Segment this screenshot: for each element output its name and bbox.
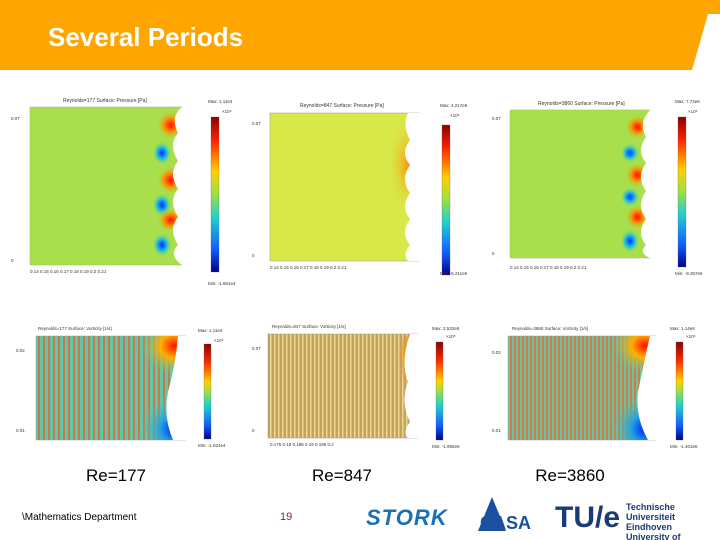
svg-text:0: 0: [252, 428, 255, 433]
colorbar-exp: ×10⁶: [686, 334, 696, 339]
tue-logo: TU/e: [555, 497, 625, 538]
svg-text:0: 0: [11, 258, 14, 263]
colorbar-max: Max: 1.11e4: [208, 99, 233, 104]
colorbar-exp: ×10⁴: [214, 338, 224, 343]
svg-text:0.14 0.15 0.16 0.17 0.18: 0.14 0.15 0.16 0.17 0.18 0.19 0.2 0.21: [270, 265, 347, 270]
colorbar-exp: ×10⁴: [222, 109, 232, 114]
svg-text:0: 0: [492, 251, 495, 256]
svg-text:0.07: 0.07: [252, 121, 261, 126]
plot-title: Reynolds=3860 Surface: Pressure [Pa]: [538, 101, 625, 107]
colorbar-max: Max: 7.74e6: [675, 99, 700, 104]
department-label: \Mathematics Department: [22, 512, 137, 523]
slide-title: Several Periods: [48, 22, 244, 52]
plot-title: Reynolds=177 Surface: Pressure [Pa]: [63, 98, 147, 104]
vorticity-plot-re847: Reynolds=847 Surface: Vorticity [1/s] 0.…: [250, 322, 480, 452]
tue-mark: TU/e: [555, 501, 620, 533]
tue-name: Technische Universiteit Eindhoven Univer…: [626, 502, 720, 540]
plot-title: Reynolds=177 Surface: Vorticity [1/s]: [38, 326, 112, 331]
svg-text:0.01: 0.01: [492, 428, 501, 433]
plot-title: Reynolds=847 Surface: Pressure [Pa]: [300, 103, 384, 109]
svg-text:0: 0: [252, 253, 255, 258]
pressure-plot-re177: Reynolds=177 Surface: Pressure [Pa] 0.07…: [8, 95, 248, 290]
colorbar-min: Min: -1.824e4: [198, 443, 226, 448]
svg-text:0.01: 0.01: [16, 428, 25, 433]
colorbar-min: Min: -9.357e6: [675, 271, 703, 276]
title-banner: Several Periods: [0, 0, 720, 72]
pressure-plot-re847: Reynolds=847 Surface: Pressure [Pa] 0.07…: [250, 95, 480, 290]
caption-re3860: Re=3860: [535, 466, 605, 485]
tue-name-line: Technische Universiteit: [626, 502, 676, 522]
colorbar-max: Max: 1.11e4: [198, 328, 223, 333]
svg-text:0.07: 0.07: [492, 116, 501, 121]
caption-re177: Re=177: [85, 466, 147, 485]
page-number: 19: [280, 511, 293, 523]
pressure-plot-re3860: Reynolds=3860 Surface: Pressure [Pa] 0.0…: [490, 95, 715, 290]
caption-re847: Re=847: [311, 466, 373, 485]
colorbar-exp: ×10⁵: [446, 334, 456, 339]
svg-text:0.07: 0.07: [11, 116, 20, 121]
colorbar-min: Min: -5.211e5: [440, 271, 468, 276]
colorbar-max: Max: 4.217e5: [440, 103, 468, 108]
colorbar-min: Min: -1.401e6: [670, 444, 698, 449]
colorbar-min: Min: -1.861e4: [208, 281, 236, 286]
colorbar-min: Min: -1.956e5: [432, 444, 460, 449]
vorticity-plot-re3860: Reynolds=3860 Surface: Vorticity [1/s] 0…: [490, 322, 715, 452]
plot-title: Reynolds=847 Surface: Vorticity [1/s]: [272, 324, 346, 329]
svg-text:0.14 0.15 0.16 0.17 0.18: 0.14 0.15 0.16 0.17 0.18 0.19 0.2 0.21: [30, 269, 107, 274]
colorbar-max: Max: 2.532e5: [432, 326, 460, 331]
vorticity-plot-re177: Reynolds=177 Surface: Vorticity [1/s] 0.…: [8, 322, 248, 452]
svg-text:0.07: 0.07: [252, 346, 261, 351]
svg-text:0.14 0.15 0.16 0.17 0.18: 0.14 0.15 0.16 0.17 0.18 0.19 0.2 0.21: [510, 265, 587, 270]
svg-text:0.02: 0.02: [492, 350, 501, 355]
tue-name-line: University of Technology: [626, 532, 681, 540]
title-banner-shape: [0, 0, 720, 70]
svg-text:0.175 0.18 0.185 0.19 0.19: 0.175 0.18 0.185 0.19 0.195 0.2: [270, 442, 334, 447]
colorbar-exp: ×10⁵: [450, 113, 460, 118]
colorbar-max: Max: 1.14e6: [670, 326, 695, 331]
colorbar-exp: ×10⁶: [688, 109, 698, 114]
casa-logo-text: CASA: [480, 513, 531, 533]
stork-logo: STORK: [366, 505, 448, 530]
plot-title: Reynolds=3860 Surface: Vorticity [1/s]: [512, 326, 588, 331]
tue-name-line: Eindhoven: [626, 522, 673, 532]
casa-logo: CASA: [476, 493, 538, 538]
svg-text:0.02: 0.02: [16, 348, 25, 353]
